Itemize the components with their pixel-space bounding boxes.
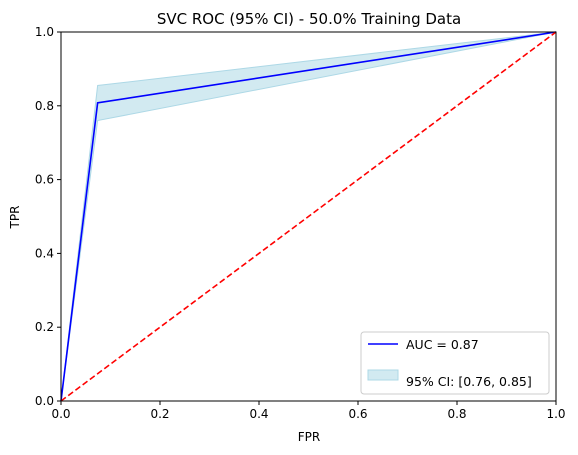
x-axis: 0.0 0.2 0.4 0.6 0.8 1.0 [51, 401, 566, 421]
x-tick-label: 0.6 [348, 407, 367, 421]
x-tick-label: 0.8 [447, 407, 466, 421]
legend: AUC = 0.87 95% CI: [0.76, 0.85] [360, 331, 550, 395]
x-tick-label: 1.0 [546, 407, 565, 421]
y-tick-label: 0.2 [35, 320, 54, 334]
legend-label-ci: 95% CI: [0.76, 0.85] [406, 374, 532, 389]
x-tick-label: 0.2 [150, 407, 169, 421]
x-axis-label: FPR [298, 430, 320, 444]
y-tick-label: 0.8 [35, 99, 54, 113]
y-tick-label: 1.0 [35, 25, 54, 39]
chart-title: SVC ROC (95% CI) - 50.0% Training Data [157, 10, 461, 28]
chance-diagonal-line [60, 31, 557, 402]
roc-curve-line [60, 31, 557, 402]
legend-band-swatch [367, 369, 399, 381]
legend-label-auc: AUC = 0.87 [406, 337, 479, 352]
y-axis-label: TPR [8, 206, 22, 230]
legend-frame [360, 331, 550, 395]
y-tick-label: 0.6 [35, 173, 54, 187]
axes-frame [60, 31, 557, 402]
x-tick-label: 0.4 [249, 407, 268, 421]
y-tick-label: 0.4 [35, 246, 54, 260]
x-tick-label: 0.0 [51, 407, 70, 421]
plot-area [60, 31, 557, 402]
y-axis: 0.0 0.2 0.4 0.6 0.8 1.0 [35, 25, 61, 408]
y-tick-label: 0.0 [35, 394, 54, 408]
